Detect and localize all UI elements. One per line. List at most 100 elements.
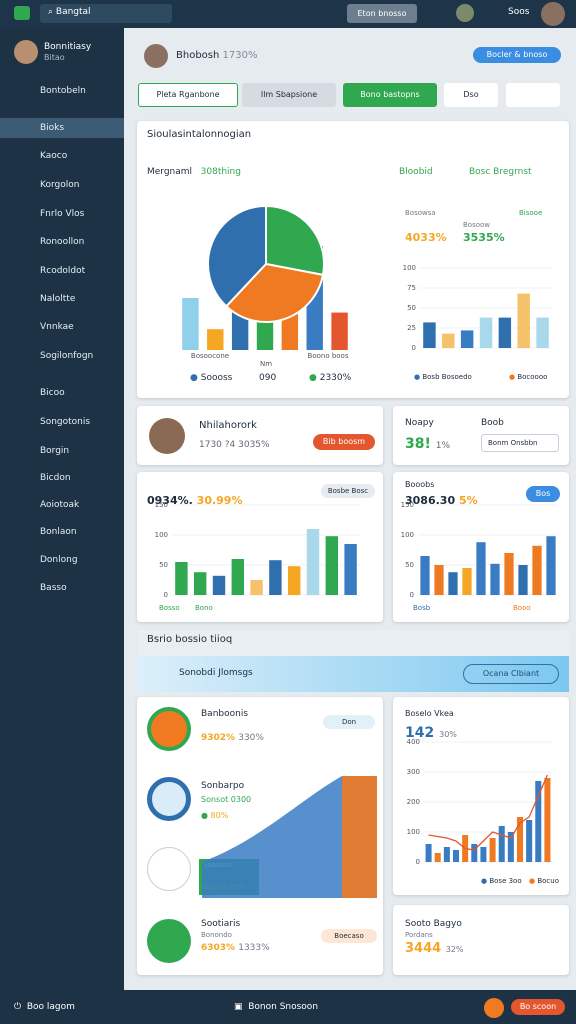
legend: ● Bocuo (529, 877, 559, 885)
nav-label: Bioks (40, 123, 65, 133)
legend: Bosb (413, 604, 431, 612)
nav-item[interactable]: Korgolon (14, 180, 79, 190)
stat-label: Bosoow (463, 221, 491, 229)
tab-icon[interactable] (506, 83, 560, 107)
nav-item[interactable]: Basso (14, 583, 67, 593)
pill[interactable]: Don (323, 715, 375, 729)
item-value: 8320% 20% (203, 883, 246, 891)
item-value: Sonsot 0300 (201, 795, 252, 804)
nav-label: Sogilonfogn (40, 351, 94, 361)
overview-card: Sioulasintalonnogian Mergnaml 308thing B… (137, 121, 569, 398)
nav-item[interactable]: Rcodoldot (14, 266, 85, 276)
nav-item[interactable]: Bonlaon (14, 527, 77, 537)
banner-text: Sonobdi Jlomsgs (179, 668, 253, 678)
button[interactable]: Bosbe Bosc (321, 484, 375, 498)
nav-item[interactable]: Vnnkae (14, 322, 74, 332)
profile-card: Nhilahorork 1730 ?4 3035% Bib boosm (137, 406, 383, 465)
topbar: ⌕ Bangtal Eton bnosso Soos (0, 0, 576, 28)
nav-label: Ronoollon (40, 237, 85, 247)
footer-mid: ▣ Bonon Snosoon (234, 1002, 319, 1012)
sidebar: Bonnitiasy Bitao Bontobeln Bioks Kaoco Korg… (0, 28, 124, 990)
stat-value: 4033% (405, 231, 447, 244)
nav-item[interactable]: Donlong (14, 555, 78, 565)
search-text: Bangtal (55, 7, 91, 17)
stat: Bosc Bregrnst (469, 167, 532, 177)
avatar (144, 44, 168, 68)
avatar[interactable] (456, 4, 474, 22)
nav-label: Aoiotoak (40, 500, 80, 510)
section-title: Bsrio bossio tiioq (147, 634, 233, 645)
nav-item[interactable]: Bicoo (14, 388, 65, 398)
tab[interactable]: Dso (444, 83, 498, 107)
card-title: Sioulasintalonnogian (147, 129, 252, 140)
banner (137, 656, 569, 692)
button[interactable]: Bos (526, 486, 560, 502)
button[interactable]: Bib boosm (313, 434, 375, 450)
pill[interactable]: Boecaso (321, 929, 377, 943)
legend: 090 (259, 373, 277, 383)
nav-item[interactable]: Sogilonfogn (14, 351, 93, 361)
nav-item[interactable]: Naloltte (14, 294, 75, 304)
value: 0934%. 30.99% (147, 494, 243, 507)
tab[interactable]: Pleta Rganbone (138, 83, 238, 107)
stat-label: Bosowsa (405, 209, 436, 217)
nav-label: Kaoco (40, 151, 68, 161)
item-title: Sootiaris (201, 919, 241, 929)
nav-item[interactable]: Fnrlo Vlos (14, 209, 84, 219)
avatar (149, 418, 185, 454)
tab[interactable]: Ilm Sbapsione (242, 83, 336, 107)
label: Noapy (405, 418, 434, 428)
tab[interactable]: Bono bastopns (343, 83, 437, 107)
nav-item[interactable]: Bicdon (14, 473, 71, 483)
nav-item[interactable]: Songotonis (14, 417, 90, 427)
item-title: Banboonis (201, 709, 249, 719)
icon (147, 707, 191, 751)
select[interactable]: Bonm Onsbbn (481, 434, 559, 452)
nav-label: Borgin (40, 446, 70, 456)
footer: ⏻ Boo lagom ▣ Bonon Snosoon Bo scoon (0, 990, 576, 1024)
legend: ● Bosb Bosoedo (414, 373, 472, 381)
profile-name: Bonnitiasy (44, 42, 92, 52)
legend: ● Bose 3oo (481, 877, 522, 885)
card-sub: Pordans (405, 931, 433, 939)
nav-item[interactable]: Ronoollon (14, 237, 84, 247)
summary-card: Sooto Bagyo Pordans 3444 32% (393, 905, 569, 975)
nav-label: Donlong (40, 555, 78, 565)
icon (147, 777, 191, 821)
avatar[interactable] (541, 2, 565, 26)
legend: ● Bocoooo (509, 373, 548, 381)
profile-sub: Bitao (44, 53, 65, 62)
nav-item[interactable]: Bioks (0, 118, 124, 138)
button[interactable]: Ocana Clbiant (463, 664, 559, 684)
header-name: Bhobosh 1730% (176, 50, 258, 61)
nav-label: Vnnkae (40, 322, 74, 332)
nav-label: Basso (40, 583, 67, 593)
nav-item[interactable]: Borgin (14, 446, 69, 456)
user-name[interactable]: Soos (508, 7, 530, 17)
name: Nhilahorork (199, 420, 257, 431)
nav-item[interactable]: Bontobeln (14, 86, 86, 96)
header-button[interactable]: Bocler & bnoso (473, 47, 561, 63)
legend: Bono (195, 604, 213, 612)
avatar (14, 40, 38, 64)
icon-button[interactable] (484, 998, 504, 1018)
legend: Bosso (159, 604, 180, 612)
legend: ● 2330% (309, 373, 352, 383)
nav-item[interactable]: Aoiotoak (14, 500, 79, 510)
logo (14, 6, 30, 20)
nav-item[interactable]: Kaoco (14, 151, 67, 161)
nav-label: Bicoo (40, 388, 65, 398)
nav-label: Bontobeln (40, 86, 86, 96)
small-card: Noapy Boob 38! 1% Bonm Onsbbn (393, 406, 569, 465)
icon (147, 919, 191, 963)
card-title: Sooto Bagyo (405, 919, 462, 929)
button[interactable]: Bo scoon (511, 999, 565, 1015)
list-card: Banboonis 9302% 330% Don Sonbarpo Sonsot… (137, 697, 383, 975)
card-title: Boselo Vkea (405, 709, 454, 718)
item-title: Soososs (203, 861, 232, 869)
stat-value: 3535% (463, 231, 505, 244)
section: Bsrio bossio tiioq Sonobdi Jlomsgs Ocana… (137, 630, 569, 692)
top-button[interactable]: Eton bnosso (347, 4, 417, 23)
nav-label: Fnrlo Vlos (40, 209, 85, 219)
search[interactable]: ⌕ Bangtal (40, 4, 172, 23)
